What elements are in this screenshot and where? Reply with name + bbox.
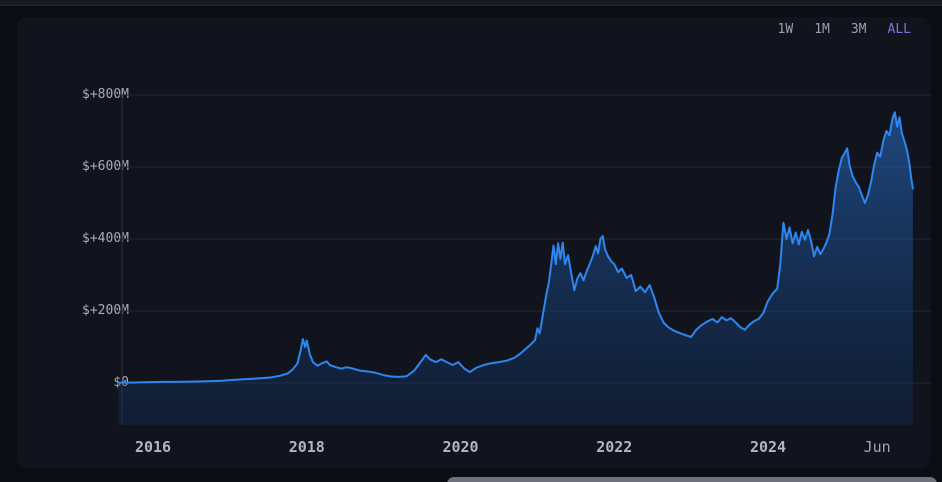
x-axis-label: 2022 [596,438,633,456]
range-option-1w[interactable]: 1W [777,21,794,37]
range-option-3m[interactable]: 3M [850,21,867,37]
x-axis-label: 2024 [749,438,787,456]
range-option-all[interactable]: ALL [887,21,911,37]
bottom-partial-element [447,477,937,482]
y-axis-label: $+400M [82,231,129,246]
time-range-selector: 1W 1M 3M ALL [777,18,912,40]
y-axis-label: $+600M [82,159,129,174]
x-axis-label: 2016 [134,438,172,456]
series-line [117,111,914,384]
top-window-edge [0,0,942,6]
y-axis-label: $+200M [82,303,129,318]
x-axis-label: Jun [863,438,891,456]
x-axis-label: 2020 [442,438,479,456]
area-fill [118,112,913,426]
y-axis-label: $+800M [82,87,129,102]
x-axis-label: 2018 [288,438,325,456]
range-option-1m[interactable]: 1M [814,21,830,37]
